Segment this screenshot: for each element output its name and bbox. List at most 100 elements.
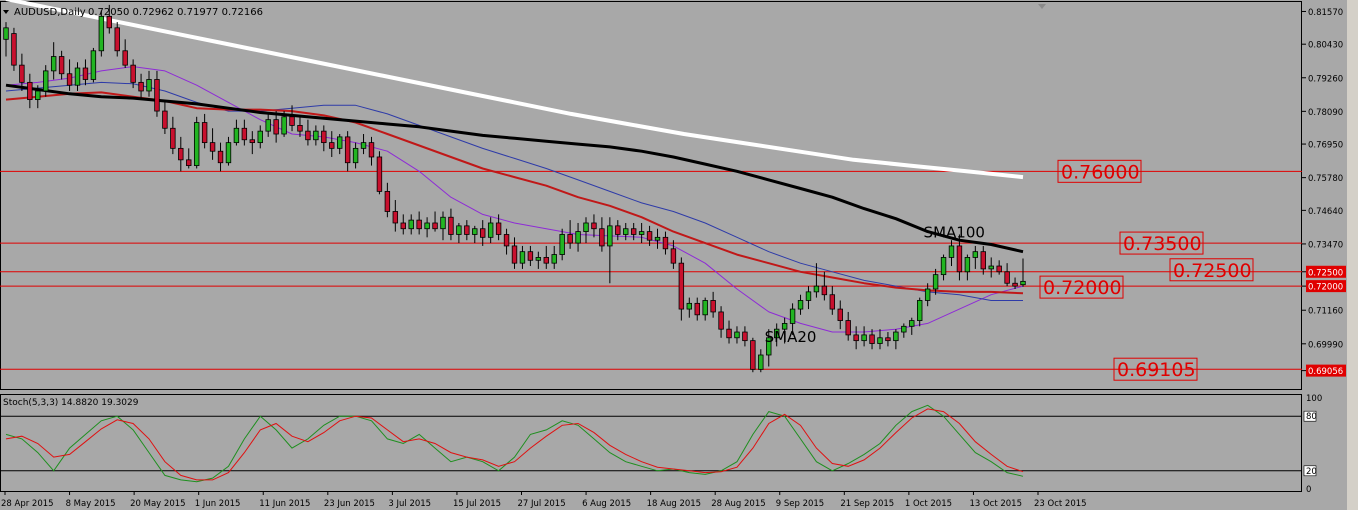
candle [11, 27, 17, 71]
candle [559, 228, 565, 261]
candle-body [3, 27, 9, 40]
candle-body [805, 291, 812, 301]
candle [329, 131, 335, 157]
candle-body [972, 251, 979, 258]
candle-body [368, 142, 375, 158]
candle [313, 125, 319, 146]
candle [178, 136, 184, 172]
candle [392, 200, 399, 232]
candle-body [178, 147, 184, 161]
candle-body [217, 150, 224, 164]
candle-body [170, 127, 176, 149]
level-labels: 0.76000 0.73500 0.72500 0.72000 0.69105 [1039, 159, 1254, 381]
price-tick-label: 0.72500 [1308, 268, 1343, 278]
candle-body [575, 231, 581, 244]
candle-body [440, 216, 446, 230]
support-resistance-lines [0, 170, 1302, 370]
candle-body [384, 191, 391, 212]
candle [106, 4, 112, 34]
window-scroll-margin[interactable] [1347, 0, 1358, 510]
candle [829, 286, 836, 315]
candle-body [591, 222, 597, 230]
candle [821, 271, 828, 301]
candle [225, 136, 232, 166]
candle-body [797, 300, 804, 310]
price-tick-label: 0.80430 [1308, 41, 1343, 51]
candle [773, 323, 780, 347]
candle-body [789, 308, 796, 324]
candle [805, 286, 812, 310]
candle [424, 217, 430, 238]
chart-shift-marker-icon[interactable] [1038, 4, 1046, 9]
candle-body [543, 257, 549, 264]
candle [74, 62, 81, 91]
candle [130, 59, 136, 89]
candle-body [821, 285, 828, 296]
candle [726, 320, 732, 344]
candle-body [193, 122, 200, 166]
stoch-tick-label: 0 [1306, 485, 1311, 495]
candle-body [344, 136, 351, 164]
candle [344, 131, 351, 172]
time-tick-label: 3 Jul 2015 [388, 499, 431, 509]
candle [487, 217, 494, 244]
candle [1004, 263, 1010, 287]
candle [50, 42, 57, 80]
ohlc-readout: 0.72050 0.72962 0.71977 0.72166 [88, 7, 263, 18]
stoch-level-tag [1303, 410, 1317, 422]
candle [519, 245, 526, 269]
candle [336, 134, 343, 155]
candle-body [503, 234, 510, 247]
candle-body [932, 274, 939, 290]
candle [27, 73, 33, 109]
candle-body [66, 73, 73, 86]
candle-body [273, 119, 279, 135]
candle [543, 245, 549, 269]
candle-body [1020, 280, 1026, 286]
candle-body [281, 116, 287, 135]
candle-body [583, 222, 589, 232]
candle-body [186, 159, 192, 166]
candle [893, 329, 899, 350]
price-tick-label: 0.69056 [1308, 367, 1343, 377]
candle [599, 217, 605, 252]
candle-body [11, 33, 17, 66]
moving-averages [5, 0, 1024, 333]
candle-body [297, 125, 303, 132]
candle [551, 245, 557, 269]
candle [789, 303, 796, 335]
candle-body [1004, 271, 1010, 284]
candle-body [130, 64, 136, 83]
candle [265, 113, 271, 137]
candle-body [27, 81, 33, 100]
stochastic-oscillator: 100 80 20 0 [0, 394, 1322, 495]
candle-body [646, 231, 653, 241]
ma-line-sma50 [5, 81, 1023, 301]
candle-body [472, 228, 478, 235]
candle [940, 254, 947, 281]
candle [281, 111, 287, 137]
ma-line-sma200 [5, 0, 1024, 180]
candle-body [464, 225, 470, 235]
candle-body [360, 142, 367, 149]
candle [233, 119, 240, 146]
sma100-annotation: SMA100 [924, 223, 985, 241]
candle-body [694, 302, 700, 316]
candle [956, 234, 963, 281]
time-tick-label: 23 Jun 2015 [324, 499, 375, 509]
candle-body [289, 116, 295, 126]
symbol-menu-triangle-icon[interactable] [3, 10, 9, 14]
candle-body [861, 334, 867, 342]
level-label-box [1119, 231, 1204, 255]
candle [694, 297, 700, 321]
level-label-box [1057, 159, 1142, 183]
candle [368, 136, 375, 166]
stoch-line-signal [5, 408, 1024, 481]
candle [464, 220, 470, 241]
candle [209, 128, 216, 160]
candle-body [495, 222, 502, 235]
price-level-tag [1306, 364, 1346, 377]
candle-body [416, 219, 422, 230]
candle [885, 332, 891, 347]
